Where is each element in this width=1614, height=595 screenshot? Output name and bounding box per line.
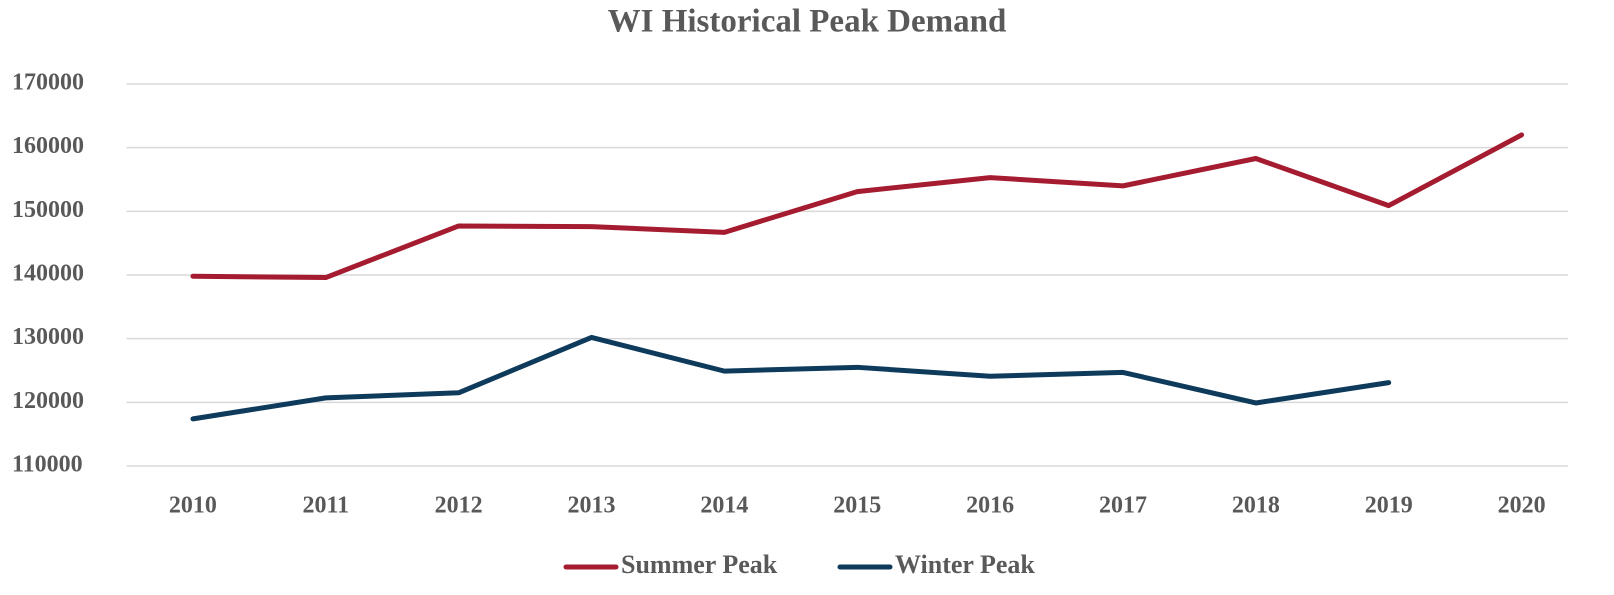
y-tick-label: 170000 [12,70,84,96]
x-tick-label: 2013 [568,493,616,519]
x-tick-label: 2010 [169,493,217,519]
x-tick-label: 2019 [1365,493,1413,519]
y-tick-label: 130000 [12,324,84,350]
x-tick-label: 2020 [1498,493,1546,519]
y-tick-label: 110000 [12,452,83,478]
x-tick-label: 2014 [700,493,748,519]
line-series [190,132,1525,281]
chart-title: WI Historical Peak Demand [608,4,1007,40]
y-tick-label: 120000 [12,388,84,414]
x-tick-label: 2018 [1232,493,1280,519]
x-tick-label: 2015 [833,493,881,519]
y-tick-label: 150000 [12,197,84,223]
y-tick-label: 160000 [12,133,84,159]
x-tick-label: 2011 [302,493,349,519]
legend-label: Summer Peak [621,550,778,579]
x-tick-label: 2017 [1099,493,1147,519]
line-series [190,334,1392,422]
y-tick-label: 140000 [12,261,84,287]
x-tick-label: 2016 [966,493,1014,519]
legend-label: Winter Peak [895,550,1035,579]
x-tick-label: 2012 [435,493,483,519]
